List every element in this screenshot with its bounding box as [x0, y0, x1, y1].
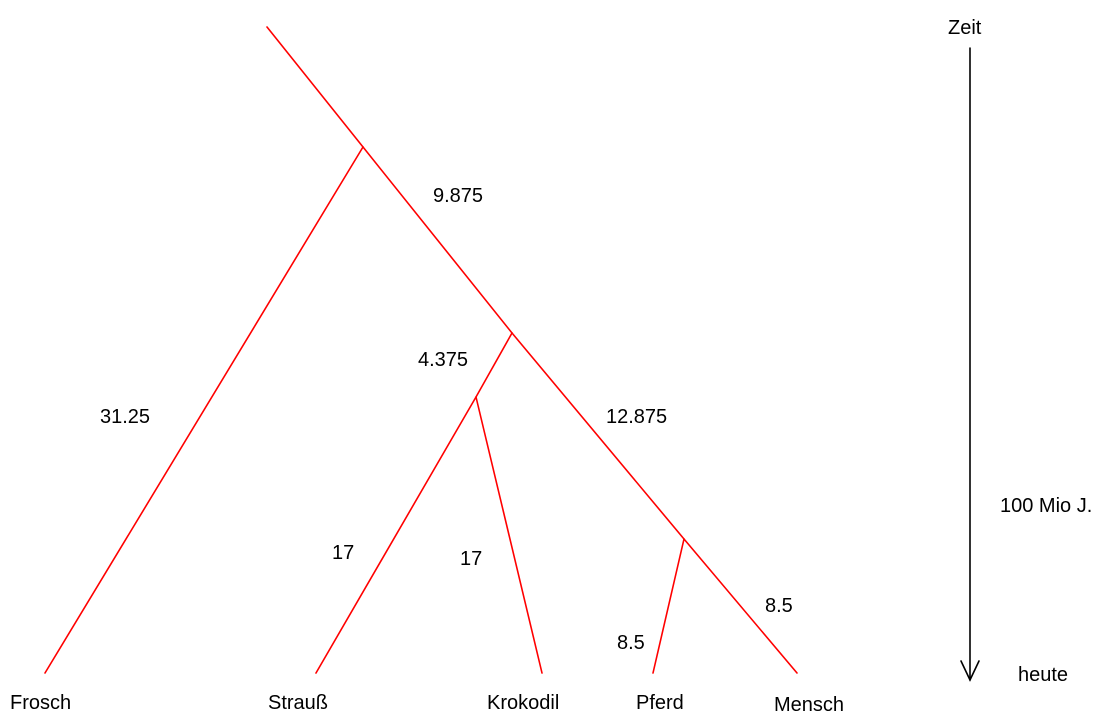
branch-length-frosch: 31.25 [100, 406, 150, 428]
branch-length-node-b-to-node-c: 4.375 [418, 349, 468, 371]
branch-frosch [44, 146, 364, 674]
branch-node-b-to-node-d [511, 332, 685, 540]
branch-krokodil [475, 396, 543, 674]
time-axis-arrow-head-icon [960, 660, 980, 682]
branch-root-to-node-b [362, 146, 513, 334]
branch-length-krokodil: 17 [460, 548, 482, 570]
branch-length-mensch: 8.5 [765, 595, 793, 617]
time-axis-scale-label: 100 Mio J. [1000, 495, 1092, 517]
branch-pferd [652, 538, 685, 674]
branch-length-root-to-node-b: 9.875 [433, 185, 483, 207]
time-axis-top-label: Zeit [948, 17, 982, 39]
branch-length-pferd: 8.5 [617, 632, 645, 654]
taxon-label-strauss: Strauß [268, 692, 328, 714]
branch-length-node-b-to-node-d: 12.875 [606, 406, 667, 428]
branch-strauss [315, 396, 477, 674]
branch-node-b-to-node-c [475, 332, 513, 398]
branch-mensch [683, 538, 798, 674]
taxon-label-krokodil: Krokodil [487, 692, 559, 714]
branch-length-strauss: 17 [332, 542, 354, 564]
time-axis-bottom-label: heute [1018, 664, 1068, 686]
taxon-label-frosch: Frosch [10, 692, 71, 714]
taxon-label-pferd: Pferd [636, 692, 684, 714]
taxon-label-mensch: Mensch [774, 694, 844, 716]
branch-root [266, 26, 364, 148]
